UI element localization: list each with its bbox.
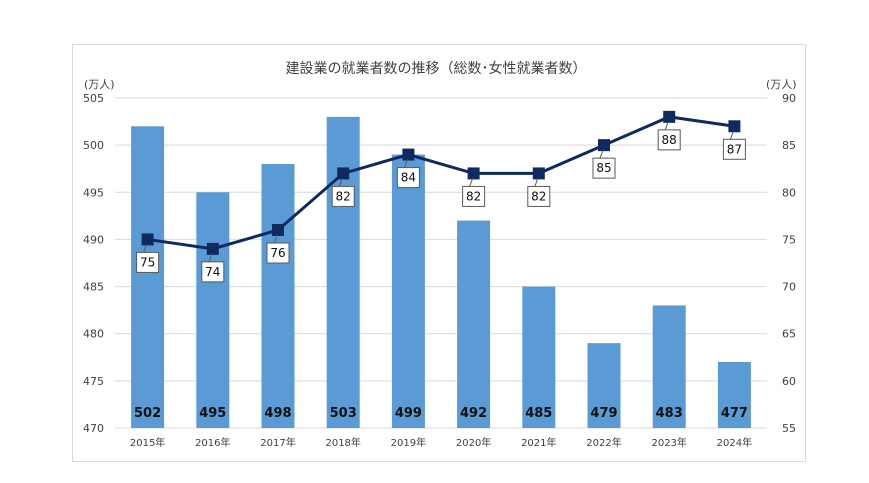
bar-value-label: 495 [199,406,226,421]
x-tick-label: 2019年 [391,436,426,449]
line-value-label: 85 [596,161,611,175]
bar [131,126,165,429]
line-marker [337,167,350,180]
x-tick-label: 2017年 [260,436,295,449]
bar-value-label: 498 [264,406,291,421]
y-right-unit: (万人) [766,78,797,91]
x-tick-label: 2021年 [521,436,556,449]
bar-value-label: 479 [590,406,617,421]
line-callout-box [266,242,290,264]
y-left-tick-label: 490 [83,233,104,246]
line-marker [532,167,545,180]
line-callout-box [722,138,746,160]
bar [587,343,621,428]
y-right-tick-label: 90 [782,92,796,105]
line-value-label: 82 [531,189,546,203]
y-left-tick-label: 470 [83,422,104,435]
line-value-label: 75 [140,255,155,269]
line-callout-pointer [599,149,604,159]
y-left-unit: (万人) [84,78,115,91]
x-tick-label: 2023年 [651,436,686,449]
bar-value-label: 492 [460,406,487,421]
y-right-tick-label: 70 [782,281,796,294]
line-value-label: 84 [401,171,416,185]
x-tick-label: 2020年 [456,436,491,449]
line-callout-box [527,185,551,207]
line-callout-pointer [403,159,408,168]
y-left-tick-label: 500 [83,139,104,152]
bar-value-label: 502 [134,406,161,421]
line-marker [141,233,154,246]
y-left-tick-label: 480 [83,328,104,341]
line-callout-pointer [729,131,734,140]
line-callout-box [462,185,486,207]
line-callout-pointer [664,121,669,131]
bar [391,154,425,429]
bar [457,220,491,428]
line-callout-box [592,157,616,179]
y-right-tick-label: 60 [782,375,796,388]
bar [326,116,360,428]
bar-value-label: 477 [721,406,748,421]
line-callout-pointer [534,178,539,187]
y-right-tick-label: 85 [782,139,796,152]
line-marker [598,139,610,152]
line-callout-pointer [338,178,343,187]
x-tick-label: 2018年 [325,436,360,449]
bar [522,286,556,428]
line-value-label: 74 [205,265,220,279]
line-marker [402,148,415,161]
y-right-tick-label: 65 [782,328,796,341]
line-value-label: 82 [466,189,481,203]
line-callout-pointer [469,178,474,187]
x-tick-label: 2024年 [717,436,752,449]
x-tick-label: 2022年 [586,436,621,449]
bar [652,305,686,428]
line-marker [663,110,676,123]
line-series [147,115,735,251]
line-callout-pointer [273,234,278,244]
line-marker [206,242,219,255]
line-value-label: 88 [662,133,677,147]
bar [261,164,295,428]
line-callout-pointer [208,253,213,263]
bar-value-label: 485 [525,406,552,421]
bar [196,192,230,428]
y-left-tick-label: 495 [83,186,104,199]
line-callout-pointer [143,244,148,253]
line-value-label: 87 [727,142,742,156]
line-marker [467,167,480,180]
chart-title: 建設業の就業者数の推移（総数･女性就業者数） [286,60,587,77]
line-callout-box [331,185,355,207]
y-right-tick-label: 80 [782,186,796,199]
bar [717,362,751,428]
line-callout-box [657,129,681,151]
y-left-tick-label: 485 [83,281,104,294]
y-right-tick-label: 55 [782,422,796,435]
line-value-label: 82 [336,189,351,203]
bar-value-label: 483 [656,406,683,421]
bar-value-label: 499 [395,406,422,421]
line-callout-box [136,251,160,273]
line-value-label: 76 [270,246,285,260]
line-callout-box [396,167,420,189]
y-left-tick-label: 505 [83,92,104,105]
x-tick-label: 2015年 [130,436,165,449]
bar-value-label: 503 [330,406,357,421]
x-tick-label: 2016年 [195,436,230,449]
line-marker [272,224,284,236]
y-right-tick-label: 75 [782,233,796,246]
line-callout-box [201,261,225,283]
y-left-tick-label: 475 [83,375,104,388]
line-marker [728,120,741,133]
